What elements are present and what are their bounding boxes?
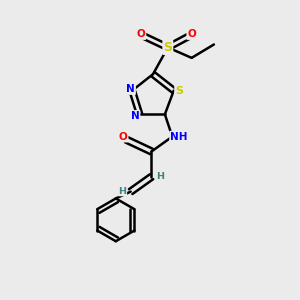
Text: H: H bbox=[156, 172, 164, 181]
Text: H: H bbox=[118, 187, 126, 196]
Text: O: O bbox=[187, 29, 196, 39]
Text: O: O bbox=[137, 29, 146, 39]
Text: N: N bbox=[126, 84, 135, 94]
Text: S: S bbox=[175, 85, 183, 96]
Text: O: O bbox=[119, 132, 128, 142]
Text: S: S bbox=[163, 41, 172, 54]
Text: NH: NH bbox=[170, 132, 188, 142]
Text: N: N bbox=[131, 111, 140, 121]
